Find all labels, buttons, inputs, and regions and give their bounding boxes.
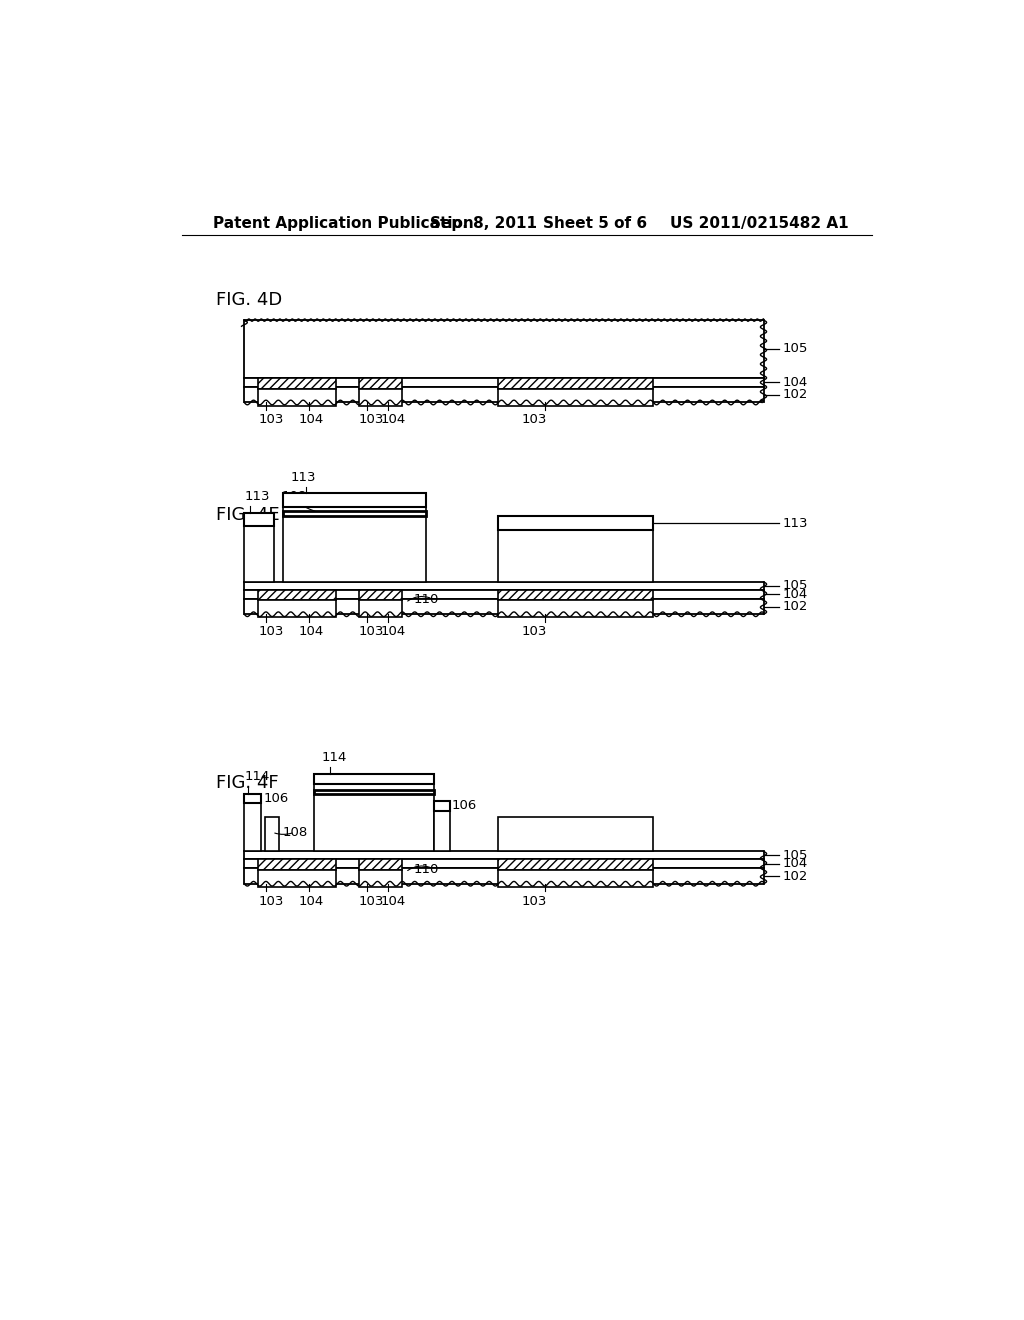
Bar xyxy=(283,494,426,582)
Text: 110: 110 xyxy=(414,594,438,606)
Bar xyxy=(258,388,336,405)
Bar xyxy=(359,870,401,887)
Bar xyxy=(314,789,434,795)
Bar xyxy=(499,590,653,601)
Bar xyxy=(283,494,426,507)
Bar xyxy=(258,870,336,887)
Text: 113: 113 xyxy=(245,490,269,503)
Text: 105: 105 xyxy=(783,579,808,593)
Bar xyxy=(258,859,336,870)
Text: 104: 104 xyxy=(299,413,324,426)
Text: 105: 105 xyxy=(783,342,808,355)
Bar xyxy=(434,801,450,810)
Bar xyxy=(499,378,653,388)
Text: 104: 104 xyxy=(783,857,808,870)
Bar xyxy=(245,378,764,387)
Text: 108: 108 xyxy=(282,490,307,503)
Bar xyxy=(359,378,401,388)
Text: 103: 103 xyxy=(521,895,547,908)
Text: 104: 104 xyxy=(299,895,324,908)
Bar xyxy=(245,859,764,869)
Text: 103: 103 xyxy=(258,413,284,426)
Bar xyxy=(258,601,336,618)
Text: FIG. 4F: FIG. 4F xyxy=(216,775,279,792)
Bar xyxy=(499,859,653,870)
Text: 106: 106 xyxy=(263,792,289,805)
Bar xyxy=(245,321,764,378)
Text: 104: 104 xyxy=(783,376,808,389)
Bar xyxy=(434,801,450,851)
Bar xyxy=(245,512,273,582)
Bar xyxy=(245,387,764,403)
Text: US 2011/0215482 A1: US 2011/0215482 A1 xyxy=(671,216,849,231)
Text: 113: 113 xyxy=(291,471,316,484)
Bar xyxy=(245,599,764,614)
Text: FIG. 4D: FIG. 4D xyxy=(216,290,282,309)
Bar xyxy=(245,869,764,884)
Text: Sep. 8, 2011: Sep. 8, 2011 xyxy=(430,216,538,231)
Bar xyxy=(359,859,401,870)
Text: 114: 114 xyxy=(322,751,347,763)
Bar xyxy=(499,817,653,851)
Bar xyxy=(499,388,653,405)
Text: 104: 104 xyxy=(381,413,406,426)
Bar xyxy=(258,378,336,388)
Text: Sheet 5 of 6: Sheet 5 of 6 xyxy=(543,216,647,231)
Bar xyxy=(499,516,653,531)
Bar xyxy=(245,793,261,803)
Text: 103: 103 xyxy=(258,626,284,638)
Text: 103: 103 xyxy=(521,413,547,426)
Bar xyxy=(314,775,434,851)
Text: 104: 104 xyxy=(783,587,808,601)
Bar xyxy=(245,590,764,599)
Text: 113: 113 xyxy=(783,517,808,529)
Text: 108: 108 xyxy=(283,825,308,838)
Text: 114: 114 xyxy=(245,770,269,783)
Bar xyxy=(245,851,764,859)
Bar xyxy=(359,590,401,601)
Bar xyxy=(359,601,401,618)
Text: 102: 102 xyxy=(783,388,808,401)
Text: 110: 110 xyxy=(414,863,438,876)
Text: 103: 103 xyxy=(359,626,384,638)
Bar xyxy=(245,512,273,527)
Text: 103: 103 xyxy=(258,895,284,908)
Text: 105: 105 xyxy=(783,849,808,862)
Bar xyxy=(283,511,426,516)
Text: 104: 104 xyxy=(381,626,406,638)
Text: 102: 102 xyxy=(783,870,808,883)
Text: 103: 103 xyxy=(359,413,384,426)
Text: 104: 104 xyxy=(381,895,406,908)
Text: 103: 103 xyxy=(359,895,384,908)
Text: 102: 102 xyxy=(783,601,808,612)
Bar xyxy=(359,388,401,405)
Text: 103: 103 xyxy=(521,626,547,638)
Bar xyxy=(245,793,261,851)
Bar xyxy=(258,590,336,601)
Bar xyxy=(499,601,653,618)
Text: 104: 104 xyxy=(299,626,324,638)
Text: 106: 106 xyxy=(452,800,477,813)
Bar xyxy=(499,516,653,582)
Bar xyxy=(265,817,280,851)
Text: Patent Application Publication: Patent Application Publication xyxy=(213,216,474,231)
Bar xyxy=(245,582,764,590)
Text: FIG. 4E: FIG. 4E xyxy=(216,507,280,524)
Bar xyxy=(314,775,434,784)
Bar xyxy=(499,870,653,887)
